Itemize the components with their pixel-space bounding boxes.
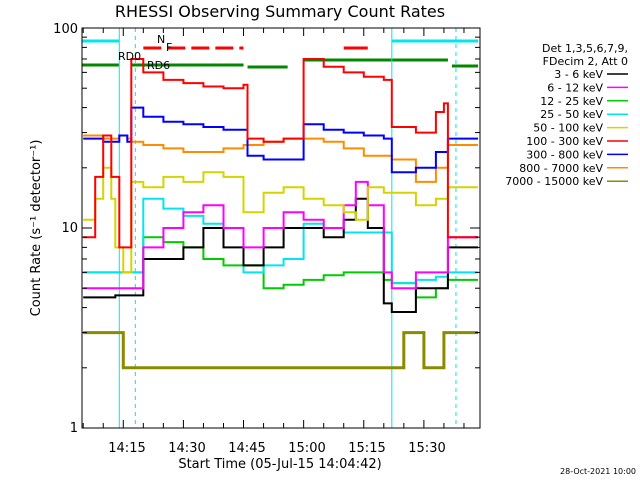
series-line	[83, 180, 478, 290]
legend-entry-label: 100 - 300 keV	[526, 135, 603, 148]
rd6-label: RD6	[147, 59, 170, 72]
legend-header-line: Det 1,3,5,6,7,9,	[542, 42, 628, 55]
x-tick-label: 14:45	[228, 441, 265, 456]
y-tick-label: 100	[53, 22, 78, 37]
x-axis-label: Start Time (05-Jul-15 14:04:42)	[178, 457, 381, 472]
x-tick-label: 14:30	[168, 441, 205, 456]
n-label: N	[157, 33, 165, 46]
x-tick-label: 14:15	[108, 441, 145, 456]
y-tick-label: 1	[70, 421, 78, 436]
legend-entry-label: 3 - 6 keV	[554, 68, 603, 81]
legend-entry-label: 800 - 7000 keV	[519, 162, 603, 175]
series-line	[83, 58, 478, 249]
series-line	[83, 134, 478, 183]
footer-date: 28-Oct-2021 10:00	[560, 467, 636, 476]
y-tick-label: 10	[61, 221, 78, 236]
x-tick-label: 15:15	[348, 441, 385, 456]
f-label: F	[166, 41, 172, 54]
flag-bars	[82, 28, 478, 428]
x-tick-label: 15:30	[408, 441, 445, 456]
legend-entry-label: 50 - 100 keV	[533, 122, 603, 135]
series-layer	[83, 58, 478, 370]
legend-header-line: FDecim 2, Att 0	[543, 55, 628, 68]
series-line	[83, 166, 478, 274]
legend-entry-label: 300 - 800 keV	[526, 148, 603, 161]
series-line	[83, 331, 478, 370]
legend-entry-label: 7000 - 15000 keV	[505, 175, 603, 188]
legend-entry-label: 6 - 12 keV	[547, 81, 603, 94]
y-axis-label: Count Rate (s⁻¹ detector⁻¹)	[29, 140, 44, 317]
rd0-label: RD0	[118, 50, 141, 63]
legend-entry-label: 12 - 25 keV	[540, 95, 603, 108]
legend-entry-label: 25 - 50 keV	[540, 108, 603, 121]
series-line	[83, 197, 478, 285]
axis-ticks	[82, 27, 480, 429]
x-tick-label: 15:00	[288, 441, 325, 456]
chart-title: RHESSI Observing Summary Count Rates	[115, 2, 445, 21]
